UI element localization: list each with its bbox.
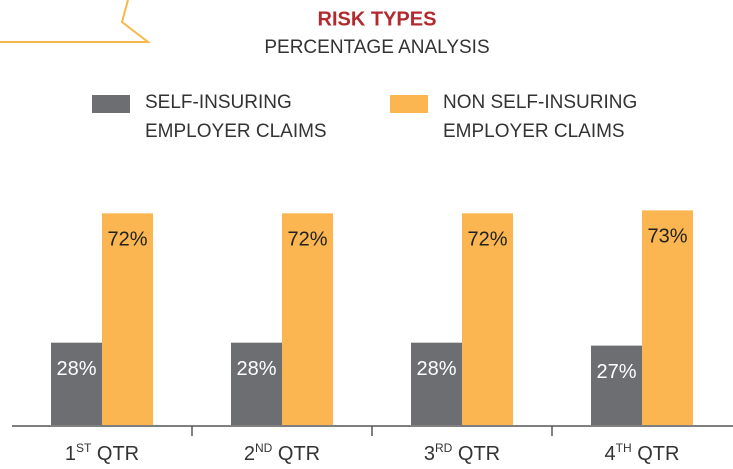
- value-label: 72%: [467, 229, 507, 251]
- legend-label: SELF-INSURING EMPLOYER CLAIMS: [145, 88, 345, 146]
- page: RISK TYPES PERCENTAGE ANALYSIS 1ST QTR 28…: [0, 0, 733, 469]
- legend-label: NON SELF-INSURING EMPLOYER CLAIMS: [443, 88, 658, 146]
- legend-swatch: [390, 95, 428, 113]
- value-label: 73%: [647, 226, 687, 248]
- value-label: 28%: [236, 358, 276, 380]
- chart: RISK TYPES PERCENTAGE ANALYSIS 1ST QTR 28…: [0, 0, 733, 469]
- value-label: 72%: [107, 229, 147, 251]
- bar: [51, 343, 102, 425]
- x-tick-label: 1ST QTR: [65, 441, 139, 465]
- bar: [231, 343, 282, 425]
- bar: [591, 346, 642, 425]
- x-tick-label: 2ND QTR: [244, 441, 320, 465]
- value-label: 72%: [287, 229, 327, 251]
- bar: [411, 343, 462, 425]
- value-label: 28%: [56, 358, 96, 380]
- value-label: 27%: [596, 361, 636, 383]
- x-tick-label: 3RD QTR: [424, 441, 500, 465]
- chart-title: RISK TYPES: [318, 8, 437, 30]
- decoration: [0, 0, 148, 42]
- x-tick-label: 4TH QTR: [605, 441, 680, 465]
- value-label: 28%: [416, 358, 456, 380]
- legend-swatch: [92, 95, 130, 113]
- chart-subtitle: PERCENTAGE ANALYSIS: [264, 37, 489, 58]
